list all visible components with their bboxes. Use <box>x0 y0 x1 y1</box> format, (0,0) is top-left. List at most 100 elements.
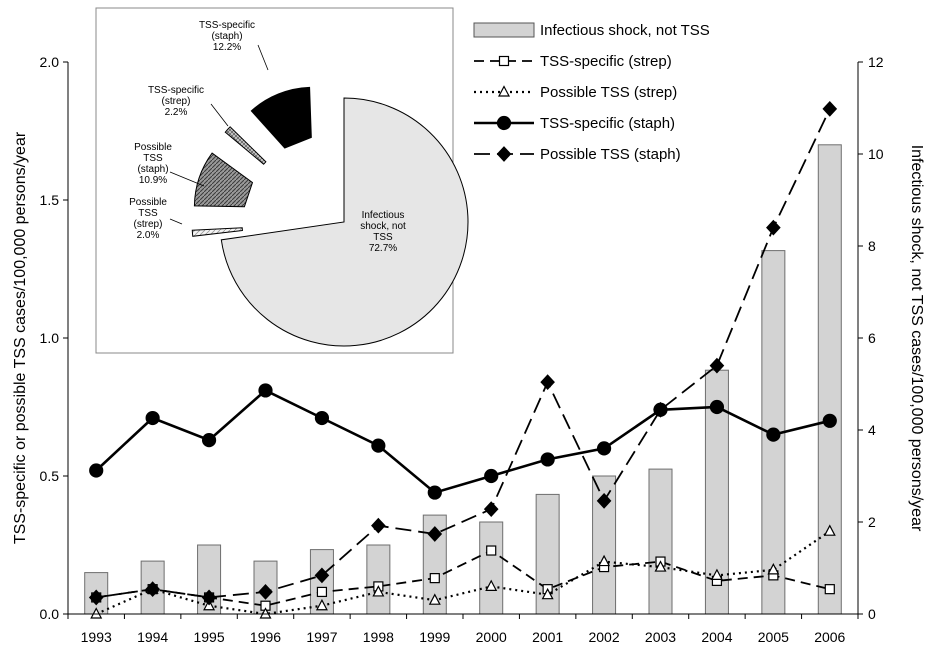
pie-leader-specific_strep <box>210 103 229 127</box>
point-staph_possible-1993 <box>88 589 104 606</box>
pie-leader-possible_staph <box>169 171 205 187</box>
point-strep_specific-1999 <box>429 573 440 584</box>
point-strep_possible-2003 <box>654 560 667 572</box>
pie-leader-specific_staph <box>257 44 269 71</box>
point-staph_possible-1998 <box>371 517 386 534</box>
point-staph_specific-1996 <box>258 383 273 398</box>
point-staph_possible-1996 <box>258 584 273 600</box>
legend-marker-strep_possible <box>498 85 510 97</box>
bar-infshock-1998 <box>366 544 391 615</box>
pie-label-infshock: TSS <box>373 232 393 243</box>
right-tick-label: 4 <box>868 422 876 438</box>
pie-label-possible_staph: (staph) <box>137 164 168 175</box>
pie-label-infshock: Infectious <box>362 210 405 221</box>
x-tick-label: 2004 <box>701 629 732 645</box>
pie-label-possible_staph: 10.9% <box>139 175 167 186</box>
point-staph_specific-2002 <box>596 441 612 456</box>
legend-marker-strep_specific <box>498 55 510 67</box>
pie-label-specific_strep: 2.2% <box>165 107 188 118</box>
right-axis-title: Infectious shock, not TSS cases/100,000 … <box>908 145 925 532</box>
legend-label-staph_specific: TSS-specific (staph) <box>540 115 675 132</box>
point-strep_possible-1999 <box>428 593 441 605</box>
pie-label-specific_strep: TSS-specific <box>148 85 204 96</box>
point-strep_possible-2005 <box>767 563 780 575</box>
pie-label-possible_staph: Possible <box>134 142 172 153</box>
x-tick-label: 2006 <box>814 629 845 645</box>
point-strep_possible-2006 <box>823 524 836 536</box>
x-tick-label: 2003 <box>645 629 676 645</box>
legend: Infectious shock, not TSS TSS-specific (s… <box>473 22 710 163</box>
pie-label-specific_staph: TSS-specific <box>199 20 255 31</box>
point-strep_possible-2002 <box>598 554 611 567</box>
point-staph_specific-2000 <box>484 468 499 484</box>
x-tick-label: 2000 <box>476 629 507 645</box>
point-staph_specific-1999 <box>427 485 442 500</box>
x-tick-label: 1993 <box>81 629 112 645</box>
bar-infshock-2006 <box>817 144 842 615</box>
left-axis-title: TSS-specific or possible TSS cases/100,0… <box>12 131 29 544</box>
point-staph_specific-2005 <box>766 427 781 442</box>
pie-label-infshock: 72.7% <box>369 243 397 254</box>
left-tick-label: 1.5 <box>40 192 60 208</box>
x-tick-label: 1996 <box>250 629 281 645</box>
pie-slice-specific_strep <box>224 126 267 165</box>
point-staph_possible-1997 <box>314 567 330 584</box>
point-strep_possible-2004 <box>710 568 723 580</box>
pie-label-possible_strep: (strep) <box>134 219 163 230</box>
x-tick-label: 1998 <box>363 629 394 645</box>
point-strep_specific-1997 <box>316 586 328 598</box>
point-staph_specific-1998 <box>371 438 386 453</box>
point-staph_specific-1995 <box>201 433 217 448</box>
pie-slice-infshock <box>220 97 469 347</box>
point-staph_specific-2001 <box>540 452 555 467</box>
legend-label-infshock: Infectious shock, not TSS <box>540 22 710 39</box>
pie-slice-possible_staph <box>193 152 254 208</box>
bar-infshock-2003 <box>648 468 673 615</box>
point-staph_possible-1999 <box>427 526 443 542</box>
line-strep_specific <box>96 549 831 607</box>
line-strep_possible <box>95 530 831 616</box>
point-staph_possible-2003 <box>653 401 668 418</box>
pie-slice-possible_strep <box>191 227 243 237</box>
x-tick-label: 2002 <box>588 629 619 645</box>
point-strep_possible-1993 <box>90 607 103 619</box>
pie-label-possible_staph: TSS <box>143 153 163 164</box>
point-strep_specific-2006 <box>824 584 835 595</box>
x-tick-label: 1994 <box>137 629 168 645</box>
point-staph_specific-1997 <box>314 410 330 426</box>
x-tick-label: 2001 <box>532 629 563 645</box>
pie-slice-specific_staph <box>250 86 312 149</box>
x-tick-label: 2005 <box>758 629 789 645</box>
x-tick-label: 1995 <box>193 629 224 645</box>
right-tick-label: 12 <box>868 54 884 70</box>
pie-label-possible_strep: Possible <box>129 197 167 208</box>
pie-label-specific_staph: (staph) <box>211 31 242 42</box>
point-staph_specific-1993 <box>89 463 104 478</box>
legend-label-strep_specific: TSS-specific (strep) <box>540 53 672 70</box>
point-staph_possible-2000 <box>483 501 499 518</box>
point-strep_possible-1998 <box>372 585 385 597</box>
bar-infshock-2000 <box>479 521 504 615</box>
point-strep_possible-2000 <box>485 579 498 592</box>
left-tick-label: 0.0 <box>40 606 60 622</box>
lines-layer <box>88 101 838 619</box>
legend-label-strep_possible: Possible TSS (strep) <box>540 84 677 101</box>
pie-label-specific_strep: (strep) <box>162 96 191 107</box>
pie-label-possible_strep: 2.0% <box>137 230 160 241</box>
point-strep_specific-2000 <box>486 545 497 556</box>
legend-label-staph_possible: Possible TSS (staph) <box>540 146 681 163</box>
pie-label-infshock: shock, not <box>360 221 406 232</box>
line-staph_specific <box>95 388 831 495</box>
line-staph_possible <box>96 108 831 599</box>
x-tick-label: 1997 <box>306 629 337 645</box>
point-staph_possible-2005 <box>766 219 781 236</box>
x-tick-label: 1999 <box>419 629 450 645</box>
left-tick-label: 2.0 <box>40 54 60 70</box>
point-strep_possible-1996 <box>259 607 272 619</box>
right-tick-label: 0 <box>868 606 876 622</box>
right-tick-label: 8 <box>868 238 876 254</box>
legend-marker-staph_specific <box>496 115 512 131</box>
point-strep_possible-2001 <box>541 587 554 600</box>
